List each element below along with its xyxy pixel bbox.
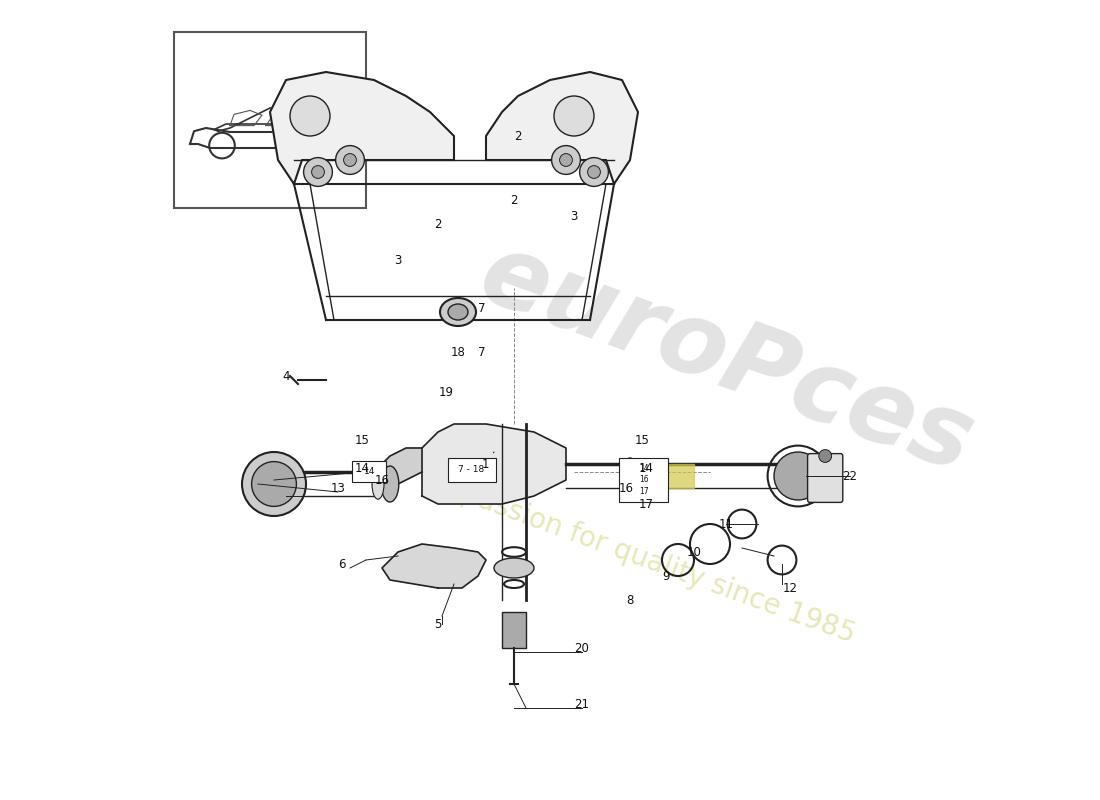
Circle shape <box>560 154 572 166</box>
Text: 6: 6 <box>339 558 345 571</box>
FancyBboxPatch shape <box>352 461 386 482</box>
Circle shape <box>290 96 330 136</box>
Circle shape <box>252 462 296 506</box>
Circle shape <box>304 158 332 186</box>
Circle shape <box>587 166 601 178</box>
Text: 2: 2 <box>515 130 521 143</box>
Polygon shape <box>270 72 454 184</box>
Circle shape <box>242 452 306 516</box>
Ellipse shape <box>494 558 534 578</box>
Polygon shape <box>630 464 694 488</box>
Text: 7 - 18: 7 - 18 <box>459 466 485 474</box>
Ellipse shape <box>440 298 476 326</box>
Text: 7: 7 <box>478 302 486 315</box>
Polygon shape <box>382 544 486 588</box>
Circle shape <box>818 450 832 462</box>
FancyBboxPatch shape <box>449 458 496 482</box>
Text: 14: 14 <box>354 462 370 475</box>
Circle shape <box>343 154 356 166</box>
Polygon shape <box>486 72 638 184</box>
Text: 3: 3 <box>394 254 402 267</box>
Polygon shape <box>422 424 566 504</box>
Text: 12: 12 <box>782 582 797 595</box>
Text: 20: 20 <box>574 642 590 655</box>
Text: a passion for quality since 1985: a passion for quality since 1985 <box>433 471 859 649</box>
Text: 13: 13 <box>331 482 345 495</box>
Text: 4: 4 <box>283 370 289 383</box>
Text: 15: 15 <box>354 434 370 447</box>
Ellipse shape <box>382 466 399 502</box>
Text: 16: 16 <box>374 474 389 487</box>
Text: euroPces: euroPces <box>466 226 986 494</box>
Polygon shape <box>374 448 422 488</box>
Ellipse shape <box>621 458 639 494</box>
Circle shape <box>774 452 822 500</box>
Text: 3: 3 <box>570 210 578 223</box>
Text: 19: 19 <box>439 386 453 399</box>
Text: 11: 11 <box>718 518 734 531</box>
Text: 14: 14 <box>638 462 653 475</box>
FancyBboxPatch shape <box>807 454 843 502</box>
Text: 7: 7 <box>478 346 486 359</box>
Text: 1: 1 <box>482 452 494 471</box>
Text: 9: 9 <box>662 570 670 583</box>
Text: 16: 16 <box>618 482 634 495</box>
FancyBboxPatch shape <box>619 458 669 502</box>
Ellipse shape <box>448 304 468 320</box>
Text: 5: 5 <box>434 618 442 631</box>
Circle shape <box>336 146 364 174</box>
Text: 2: 2 <box>434 218 442 231</box>
Text: 8: 8 <box>626 594 634 607</box>
Text: 21: 21 <box>574 698 590 711</box>
Circle shape <box>311 166 324 178</box>
Text: 2: 2 <box>510 194 518 207</box>
Bar <box>502 612 526 648</box>
Text: 18: 18 <box>451 346 465 359</box>
Circle shape <box>580 158 608 186</box>
Text: 10: 10 <box>686 546 702 559</box>
Text: 17: 17 <box>638 498 653 511</box>
Ellipse shape <box>372 469 384 499</box>
Text: 14: 14 <box>363 466 375 476</box>
Circle shape <box>551 146 581 174</box>
Circle shape <box>554 96 594 136</box>
Text: 22: 22 <box>843 470 858 483</box>
Text: 15: 15 <box>635 434 649 447</box>
FancyBboxPatch shape <box>174 32 366 208</box>
Text: 14
16
17: 14 16 17 <box>639 464 648 495</box>
Ellipse shape <box>636 461 648 491</box>
